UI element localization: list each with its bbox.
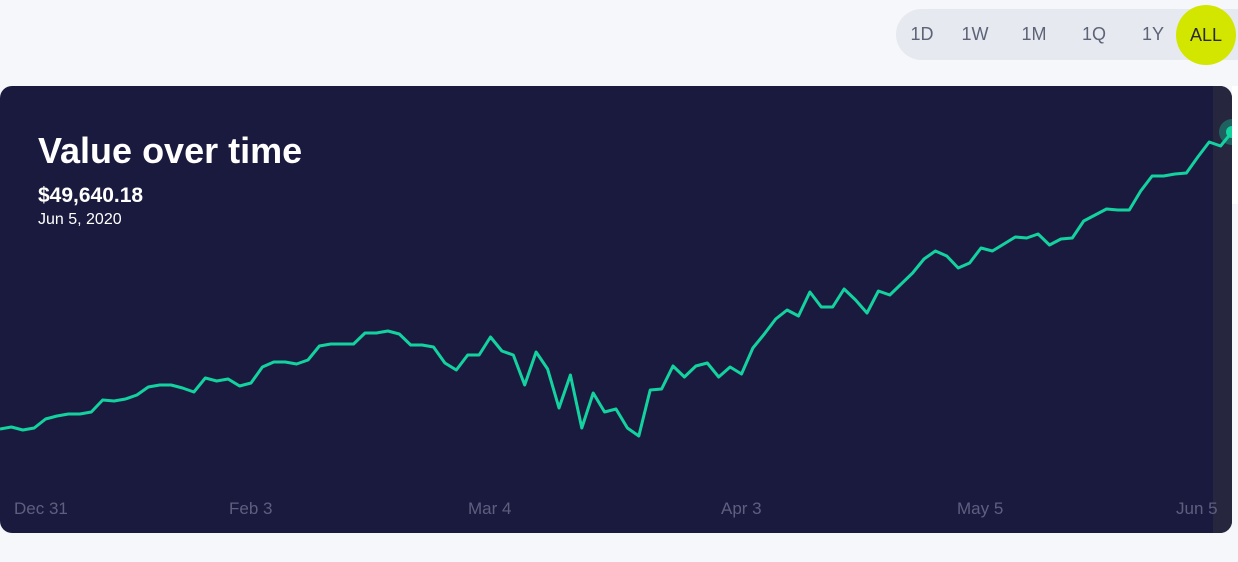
line-chart[interactable]: Dec 31 Feb 3 Mar 4 Apr 3 May 5 Jun 5 <box>0 86 1232 533</box>
series-line <box>0 131 1232 438</box>
hover-shade <box>1213 86 1232 533</box>
x-tick-label: Feb 3 <box>229 499 272 518</box>
range-all-button[interactable]: ALL <box>1176 5 1236 65</box>
side-panel <box>1232 86 1238 204</box>
x-tick-label: Apr 3 <box>721 499 762 518</box>
x-tick-label: May 5 <box>957 499 1003 518</box>
current-date: Jun 5, 2020 <box>38 211 122 228</box>
range-1m-button[interactable]: 1M <box>1021 24 1047 44</box>
range-selector: 1D 1W 1M 1Q 1Y ALL <box>896 5 1238 65</box>
range-1q-button[interactable]: 1Q <box>1081 24 1106 44</box>
end-point-marker <box>1226 126 1232 138</box>
value-chart-card: Dec 31 Feb 3 Mar 4 Apr 3 May 5 Jun 5 Value ov… <box>0 86 1232 533</box>
range-1d-button[interactable]: 1D <box>910 24 934 44</box>
x-tick-label: Jun 5 <box>1176 499 1218 518</box>
end-point-halo <box>1219 119 1232 145</box>
chart-title: Value over time <box>38 130 303 171</box>
range-1y-button[interactable]: 1Y <box>1141 24 1165 44</box>
x-tick-label: Dec 31 <box>14 499 68 518</box>
x-tick-label: Mar 4 <box>468 499 511 518</box>
current-value: $49,640.18 <box>38 184 144 207</box>
range-1w-button[interactable]: 1W <box>961 24 989 44</box>
